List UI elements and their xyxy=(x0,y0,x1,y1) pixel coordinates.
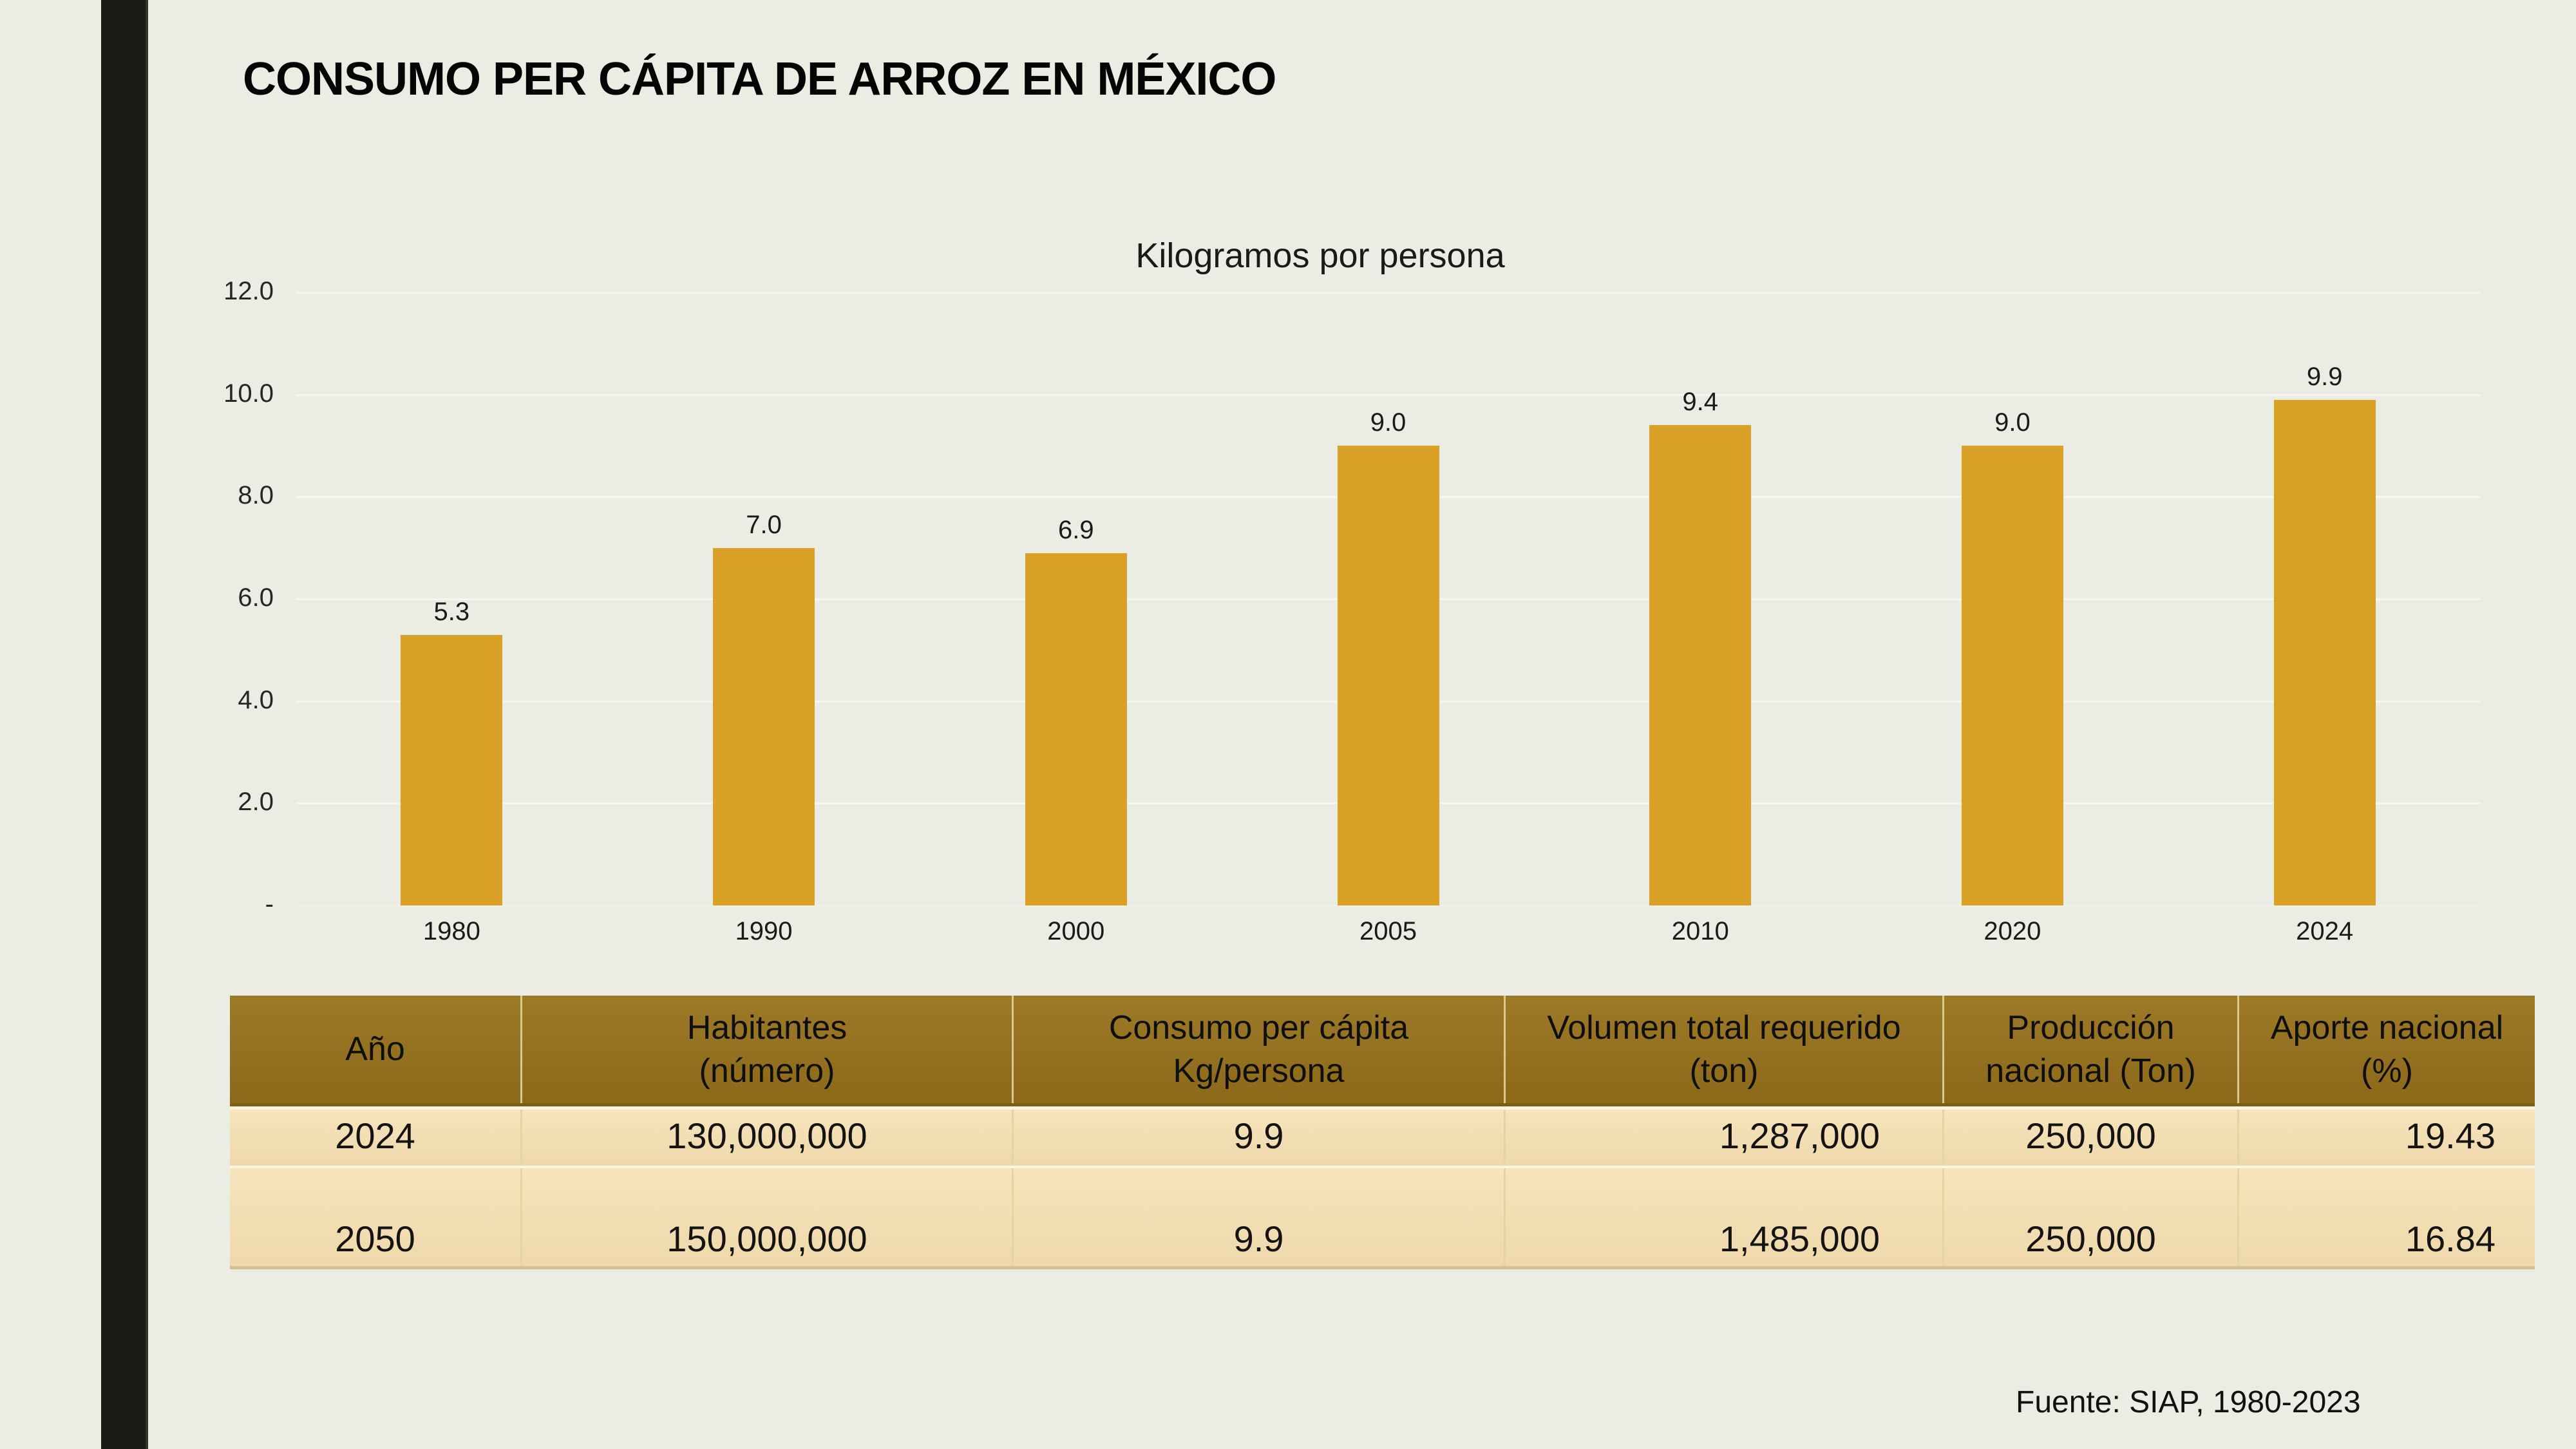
plot-area xyxy=(296,292,2481,907)
header-cell-volumen: Volumen total requerido (ton) xyxy=(1506,996,1944,1103)
xtick-label-1990: 1990 xyxy=(735,917,793,945)
header-cell-produccion: Producción nacional (Ton) xyxy=(1944,996,2239,1103)
xtick-label-2010: 2010 xyxy=(1671,917,1729,945)
ytick-label-2.0: 2.0 xyxy=(238,788,274,817)
ytick-label-8.0: 8.0 xyxy=(238,481,274,510)
cell-2024-produccion: 250,000 xyxy=(1944,1110,2239,1163)
cell-2050-volumen: 1,485,000 xyxy=(1506,1168,1944,1266)
bar-value-label-2024: 9.9 xyxy=(2306,362,2343,391)
gridline-- xyxy=(296,905,2481,907)
ytick-label--: - xyxy=(265,890,274,918)
bar-2005 xyxy=(1337,446,1439,905)
ytick-label-12.0: 12.0 xyxy=(223,277,274,305)
xtick-label-2020: 2020 xyxy=(1984,917,2041,945)
chart-title: Kilogramos por persona xyxy=(1135,236,1505,275)
xtick-label-2000: 2000 xyxy=(1047,917,1105,945)
cell-2024-aporte: 19.43 xyxy=(2405,1115,2496,1156)
cell-2050-aporte: 16.84 xyxy=(2405,1218,2496,1259)
header-cell-ano: Año xyxy=(230,996,522,1103)
gridline-10.0 xyxy=(296,393,2481,396)
bar-value-label-2005: 9.0 xyxy=(1370,408,1406,437)
bar-1980 xyxy=(401,634,503,905)
table-header-row: Año Habitantes (número) Consumo per cápi… xyxy=(230,996,2535,1106)
ytick-label-4.0: 4.0 xyxy=(238,685,274,714)
slide-title: CONSUMO PER CÁPITA DE ARROZ EN MÉXICO xyxy=(243,53,1276,105)
left-accent-bar xyxy=(101,0,148,1449)
cell-2050-habitantes: 150,000,000 xyxy=(522,1168,1014,1266)
header-cell-consumo: Consumo per cápita Kg/persona xyxy=(1014,996,1506,1103)
bar-2010 xyxy=(1649,425,1752,905)
xtick-label-2024: 2024 xyxy=(2296,917,2354,945)
bar-value-label-1980: 5.3 xyxy=(433,597,470,626)
table-row-2050: 2050 150,000,000 9.9 1,485,000 250,000 1… xyxy=(230,1166,2535,1269)
ytick-label-6.0: 6.0 xyxy=(238,583,274,612)
bar-2000 xyxy=(1025,553,1127,905)
table-row-2024: 2024 130,000,000 9.9 1,287,000 250,000 1… xyxy=(230,1106,2535,1166)
cell-2024-ano: 2024 xyxy=(230,1110,522,1163)
bar-value-label-1990: 7.0 xyxy=(746,510,782,539)
cell-2050-consumo: 9.9 xyxy=(1014,1168,1506,1266)
cell-2024-consumo: 9.9 xyxy=(1014,1110,1506,1163)
bar-2020 xyxy=(1961,446,2063,905)
cell-2024-habitantes: 130,000,000 xyxy=(522,1110,1014,1163)
header-cell-habitantes: Habitantes (número) xyxy=(522,996,1014,1103)
header-cell-aporte: Aporte nacional (%) xyxy=(2270,1009,2504,1090)
cell-2050-produccion: 250,000 xyxy=(1944,1168,2239,1266)
ytick-label-10.0: 10.0 xyxy=(223,379,274,408)
bar-value-label-2010: 9.4 xyxy=(1682,388,1718,417)
cell-2024-volumen: 1,287,000 xyxy=(1506,1110,1944,1163)
bar-1990 xyxy=(713,547,815,905)
source-note: Fuente: SIAP, 1980-2023 xyxy=(2016,1385,2361,1419)
consumption-table: Año Habitantes (número) Consumo per cápi… xyxy=(230,996,2535,1269)
cell-2050-ano: 2050 xyxy=(230,1168,522,1266)
bar-2024 xyxy=(2273,399,2376,905)
xtick-label-2005: 2005 xyxy=(1359,917,1417,945)
bar-value-label-2000: 6.9 xyxy=(1057,515,1094,544)
bar-value-label-2020: 9.0 xyxy=(1994,408,2031,437)
xtick-label-1980: 1980 xyxy=(422,917,480,945)
gridline-12.0 xyxy=(296,292,2481,294)
